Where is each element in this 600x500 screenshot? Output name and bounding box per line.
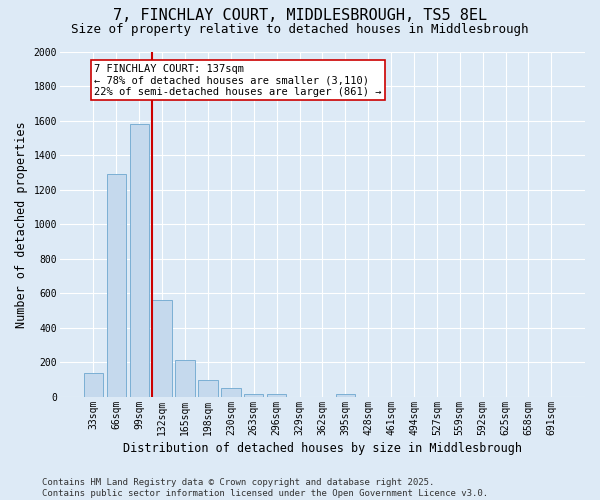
Bar xyxy=(130,124,149,397)
Bar xyxy=(335,394,355,397)
Text: 7 FINCHLAY COURT: 137sqm
← 78% of detached houses are smaller (3,110)
22% of sem: 7 FINCHLAY COURT: 137sqm ← 78% of detach… xyxy=(94,64,382,97)
Text: Contains HM Land Registry data © Crown copyright and database right 2025.
Contai: Contains HM Land Registry data © Crown c… xyxy=(42,478,488,498)
Bar xyxy=(198,380,218,397)
Bar xyxy=(267,394,286,397)
Bar xyxy=(152,300,172,397)
Text: 7, FINCHLAY COURT, MIDDLESBROUGH, TS5 8EL: 7, FINCHLAY COURT, MIDDLESBROUGH, TS5 8E… xyxy=(113,8,487,22)
Text: Size of property relative to detached houses in Middlesbrough: Size of property relative to detached ho… xyxy=(71,22,529,36)
Bar xyxy=(107,174,126,397)
Bar xyxy=(244,394,263,397)
Y-axis label: Number of detached properties: Number of detached properties xyxy=(15,121,28,328)
Bar xyxy=(221,388,241,397)
Bar xyxy=(175,360,195,397)
X-axis label: Distribution of detached houses by size in Middlesbrough: Distribution of detached houses by size … xyxy=(123,442,522,455)
Bar xyxy=(84,373,103,397)
